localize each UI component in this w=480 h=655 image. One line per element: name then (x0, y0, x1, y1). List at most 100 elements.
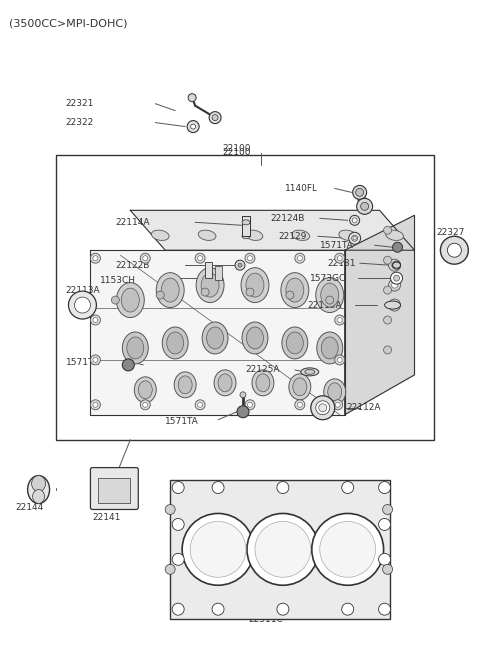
Text: 22124B: 22124B (270, 214, 304, 223)
Ellipse shape (316, 278, 344, 312)
Ellipse shape (281, 272, 309, 308)
Ellipse shape (134, 377, 156, 403)
Ellipse shape (138, 381, 152, 399)
Ellipse shape (241, 268, 269, 303)
Circle shape (356, 189, 364, 196)
Circle shape (357, 198, 372, 214)
Ellipse shape (286, 278, 304, 302)
Circle shape (342, 481, 354, 493)
Ellipse shape (242, 234, 250, 239)
Circle shape (277, 481, 289, 493)
Ellipse shape (317, 332, 343, 364)
Circle shape (320, 521, 376, 577)
Bar (215, 266, 222, 280)
Circle shape (312, 514, 384, 586)
Circle shape (441, 236, 468, 264)
Circle shape (182, 514, 254, 586)
Ellipse shape (242, 220, 250, 225)
Text: 22125A: 22125A (245, 365, 279, 375)
Ellipse shape (162, 327, 188, 359)
Polygon shape (345, 215, 415, 415)
Ellipse shape (256, 374, 270, 392)
Bar (56, 155, 434, 440)
Ellipse shape (198, 230, 216, 240)
Circle shape (353, 236, 356, 240)
Circle shape (93, 358, 98, 362)
Circle shape (335, 315, 345, 325)
Text: 22311C: 22311C (248, 614, 283, 624)
Circle shape (337, 318, 342, 322)
Circle shape (235, 260, 245, 270)
Ellipse shape (301, 368, 319, 376)
Circle shape (140, 253, 150, 263)
Text: 22112A: 22112A (347, 403, 381, 412)
Circle shape (333, 400, 343, 410)
Circle shape (297, 255, 302, 261)
Circle shape (393, 242, 403, 252)
Circle shape (358, 195, 366, 203)
Ellipse shape (247, 327, 264, 349)
Ellipse shape (321, 283, 339, 307)
Circle shape (248, 255, 252, 261)
Circle shape (392, 282, 397, 288)
Circle shape (389, 299, 400, 311)
Circle shape (191, 124, 196, 129)
Circle shape (198, 402, 203, 407)
Text: 22327: 22327 (436, 228, 465, 236)
Circle shape (90, 315, 100, 325)
Circle shape (297, 402, 302, 407)
Ellipse shape (324, 379, 346, 405)
Circle shape (352, 218, 357, 223)
Text: 1140FL: 1140FL (285, 184, 318, 193)
Ellipse shape (202, 322, 228, 354)
Polygon shape (130, 210, 415, 250)
Circle shape (348, 233, 360, 244)
Circle shape (353, 185, 367, 199)
Ellipse shape (385, 230, 403, 240)
Circle shape (391, 272, 403, 284)
Circle shape (350, 215, 360, 225)
Circle shape (74, 297, 90, 313)
Ellipse shape (32, 476, 46, 491)
Ellipse shape (33, 489, 45, 504)
Text: 1153CH: 1153CH (100, 276, 136, 285)
Text: 22322: 22322 (65, 118, 94, 127)
Circle shape (384, 256, 392, 264)
Circle shape (337, 358, 342, 362)
Circle shape (237, 406, 249, 418)
Circle shape (90, 355, 100, 365)
Ellipse shape (246, 273, 264, 297)
Circle shape (90, 400, 100, 410)
Circle shape (379, 519, 391, 531)
Text: 22144: 22144 (16, 503, 44, 512)
Bar (205, 262, 212, 278)
Ellipse shape (151, 230, 169, 240)
Circle shape (384, 316, 392, 324)
Circle shape (212, 115, 218, 121)
Circle shape (447, 243, 461, 257)
Circle shape (392, 262, 397, 268)
Circle shape (335, 402, 340, 407)
Circle shape (143, 402, 148, 407)
Circle shape (383, 504, 393, 514)
Circle shape (198, 255, 203, 261)
Text: 22141: 22141 (93, 513, 121, 522)
Circle shape (335, 355, 345, 365)
Ellipse shape (178, 376, 192, 394)
Circle shape (201, 288, 209, 296)
Circle shape (93, 318, 98, 322)
Circle shape (165, 504, 175, 514)
Circle shape (383, 565, 393, 574)
Circle shape (240, 392, 246, 398)
Circle shape (394, 275, 399, 281)
Circle shape (195, 400, 205, 410)
Text: 1571TA: 1571TA (320, 241, 353, 250)
Polygon shape (90, 250, 345, 415)
Text: (3500CC>MPI-DOHC): (3500CC>MPI-DOHC) (9, 19, 127, 29)
Circle shape (245, 253, 255, 263)
Ellipse shape (384, 301, 400, 309)
Circle shape (122, 359, 134, 371)
Circle shape (286, 291, 294, 299)
Circle shape (389, 279, 400, 291)
Ellipse shape (167, 332, 184, 354)
